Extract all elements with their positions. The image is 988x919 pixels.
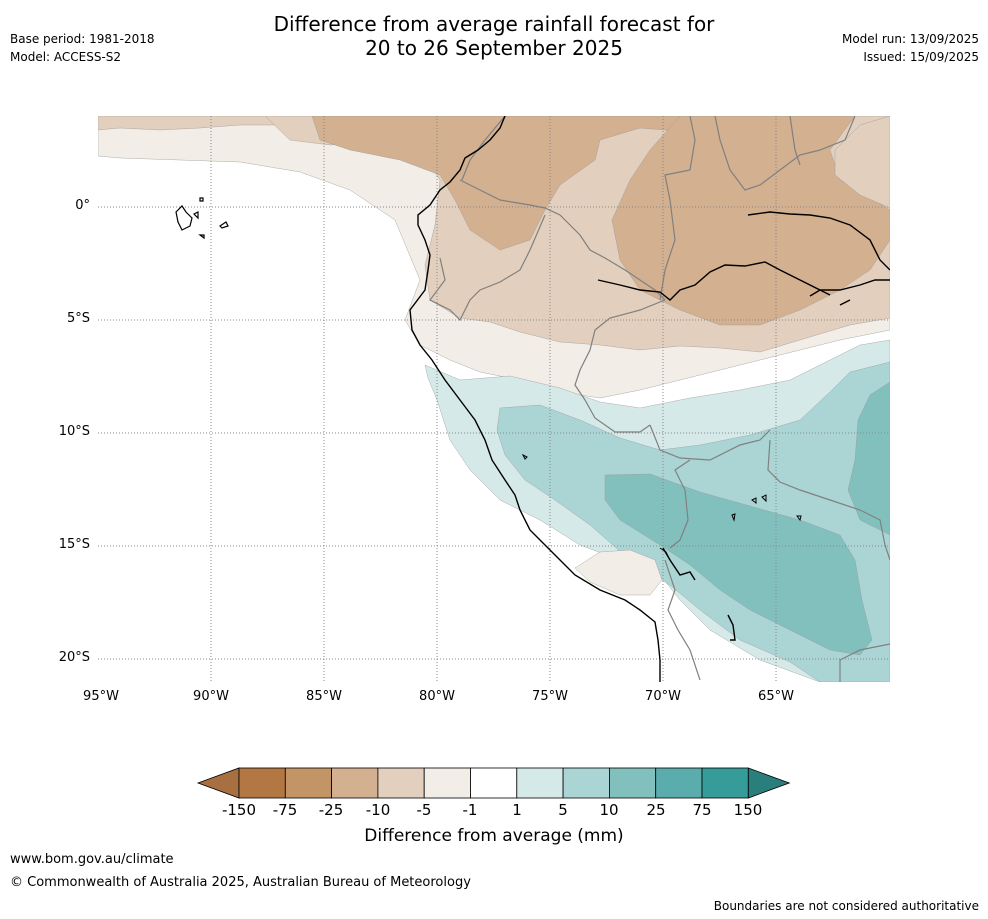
map-title: Difference from average rainfall forecas… — [0, 12, 988, 60]
legend-cell-11 — [701, 767, 749, 799]
graticule — [98, 116, 890, 682]
lat-label-0: 0° — [75, 198, 90, 213]
legend-cell-2 — [284, 767, 332, 799]
galapagos-islands — [175, 197, 229, 240]
legend-cell-1 — [238, 767, 286, 799]
legend-cell-5 — [423, 767, 471, 799]
lon-label-65w: 65°W — [758, 689, 794, 704]
base-period-text: Base period: 1981-2018 — [10, 32, 155, 46]
legend-tick-3: -10 — [365, 801, 391, 819]
legend-cell-6 — [470, 767, 518, 799]
lat-label-5s: 5°S — [66, 311, 90, 326]
lon-label-95w: 95°W — [83, 689, 119, 704]
legend-tick-1: -75 — [272, 801, 298, 819]
legend-cell-9 — [609, 767, 657, 799]
legend-tick-2: -25 — [318, 801, 344, 819]
dry-region-blob — [574, 549, 663, 596]
legend-title: Difference from average (mm) — [364, 826, 624, 846]
legend-cell-10 — [655, 767, 703, 799]
legend-cell-8 — [562, 767, 610, 799]
legend-cell-7 — [516, 767, 564, 799]
lon-label-85w: 85°W — [306, 689, 342, 704]
issued-text: Issued: 15/09/2025 — [863, 50, 979, 64]
legend-tick-10: 75 — [692, 801, 712, 819]
title-line-2: 20 to 26 September 2025 — [365, 36, 623, 60]
legend-arrow-left — [196, 767, 240, 799]
model-text: Model: ACCESS-S2 — [10, 50, 122, 64]
footer-note: Boundaries are not considered authoritat… — [713, 899, 979, 913]
lon-label-80w: 80°W — [419, 689, 455, 704]
legend-tick-0: -150 — [221, 801, 257, 819]
legend-cell-4 — [377, 767, 425, 799]
lon-label-90w: 90°W — [193, 689, 229, 704]
country-borders — [429, 116, 890, 682]
legend-tick-5: -1 — [462, 801, 478, 819]
footer-copyright: © Commonwealth of Australia 2025, Austra… — [10, 875, 471, 890]
lon-label-70w: 70°W — [645, 689, 681, 704]
meta-left: Base period: 1981-2018 Model: ACCESS-S2 — [10, 30, 155, 66]
lat-label-10s: 10°S — [58, 424, 90, 439]
map-fill-layers — [98, 116, 890, 682]
footer-url: www.bom.gov.au/climate — [10, 852, 174, 867]
wet-region-dark — [604, 473, 873, 656]
legend-tick-4: -5 — [416, 801, 432, 819]
lon-label-75w: 75°W — [532, 689, 568, 704]
legend-cells — [196, 767, 791, 799]
legend-colorbar — [196, 767, 791, 799]
rainfall-map — [98, 116, 890, 682]
legend-tick-8: 10 — [599, 801, 619, 819]
title-line-1: Difference from average rainfall forecas… — [273, 12, 715, 36]
lake-titicaca — [521, 453, 802, 561]
legend-cell-3 — [331, 767, 379, 799]
coastlines — [409, 116, 890, 682]
legend-tick-11: 150 — [733, 801, 763, 819]
legend-tick-7: 5 — [558, 801, 568, 819]
dry-region-light-ne — [834, 116, 890, 209]
legend-arrow-right — [747, 767, 791, 799]
legend-tick-9: 25 — [646, 801, 666, 819]
lat-label-15s: 15°S — [58, 537, 90, 552]
wet-region-dark-east — [847, 381, 890, 536]
lat-label-20s: 20°S — [58, 650, 90, 665]
meta-right: Model run: 13/09/2025 Issued: 15/09/2025 — [842, 30, 979, 66]
legend-tick-6: 1 — [512, 801, 522, 819]
model-run-text: Model run: 13/09/2025 — [841, 32, 979, 46]
